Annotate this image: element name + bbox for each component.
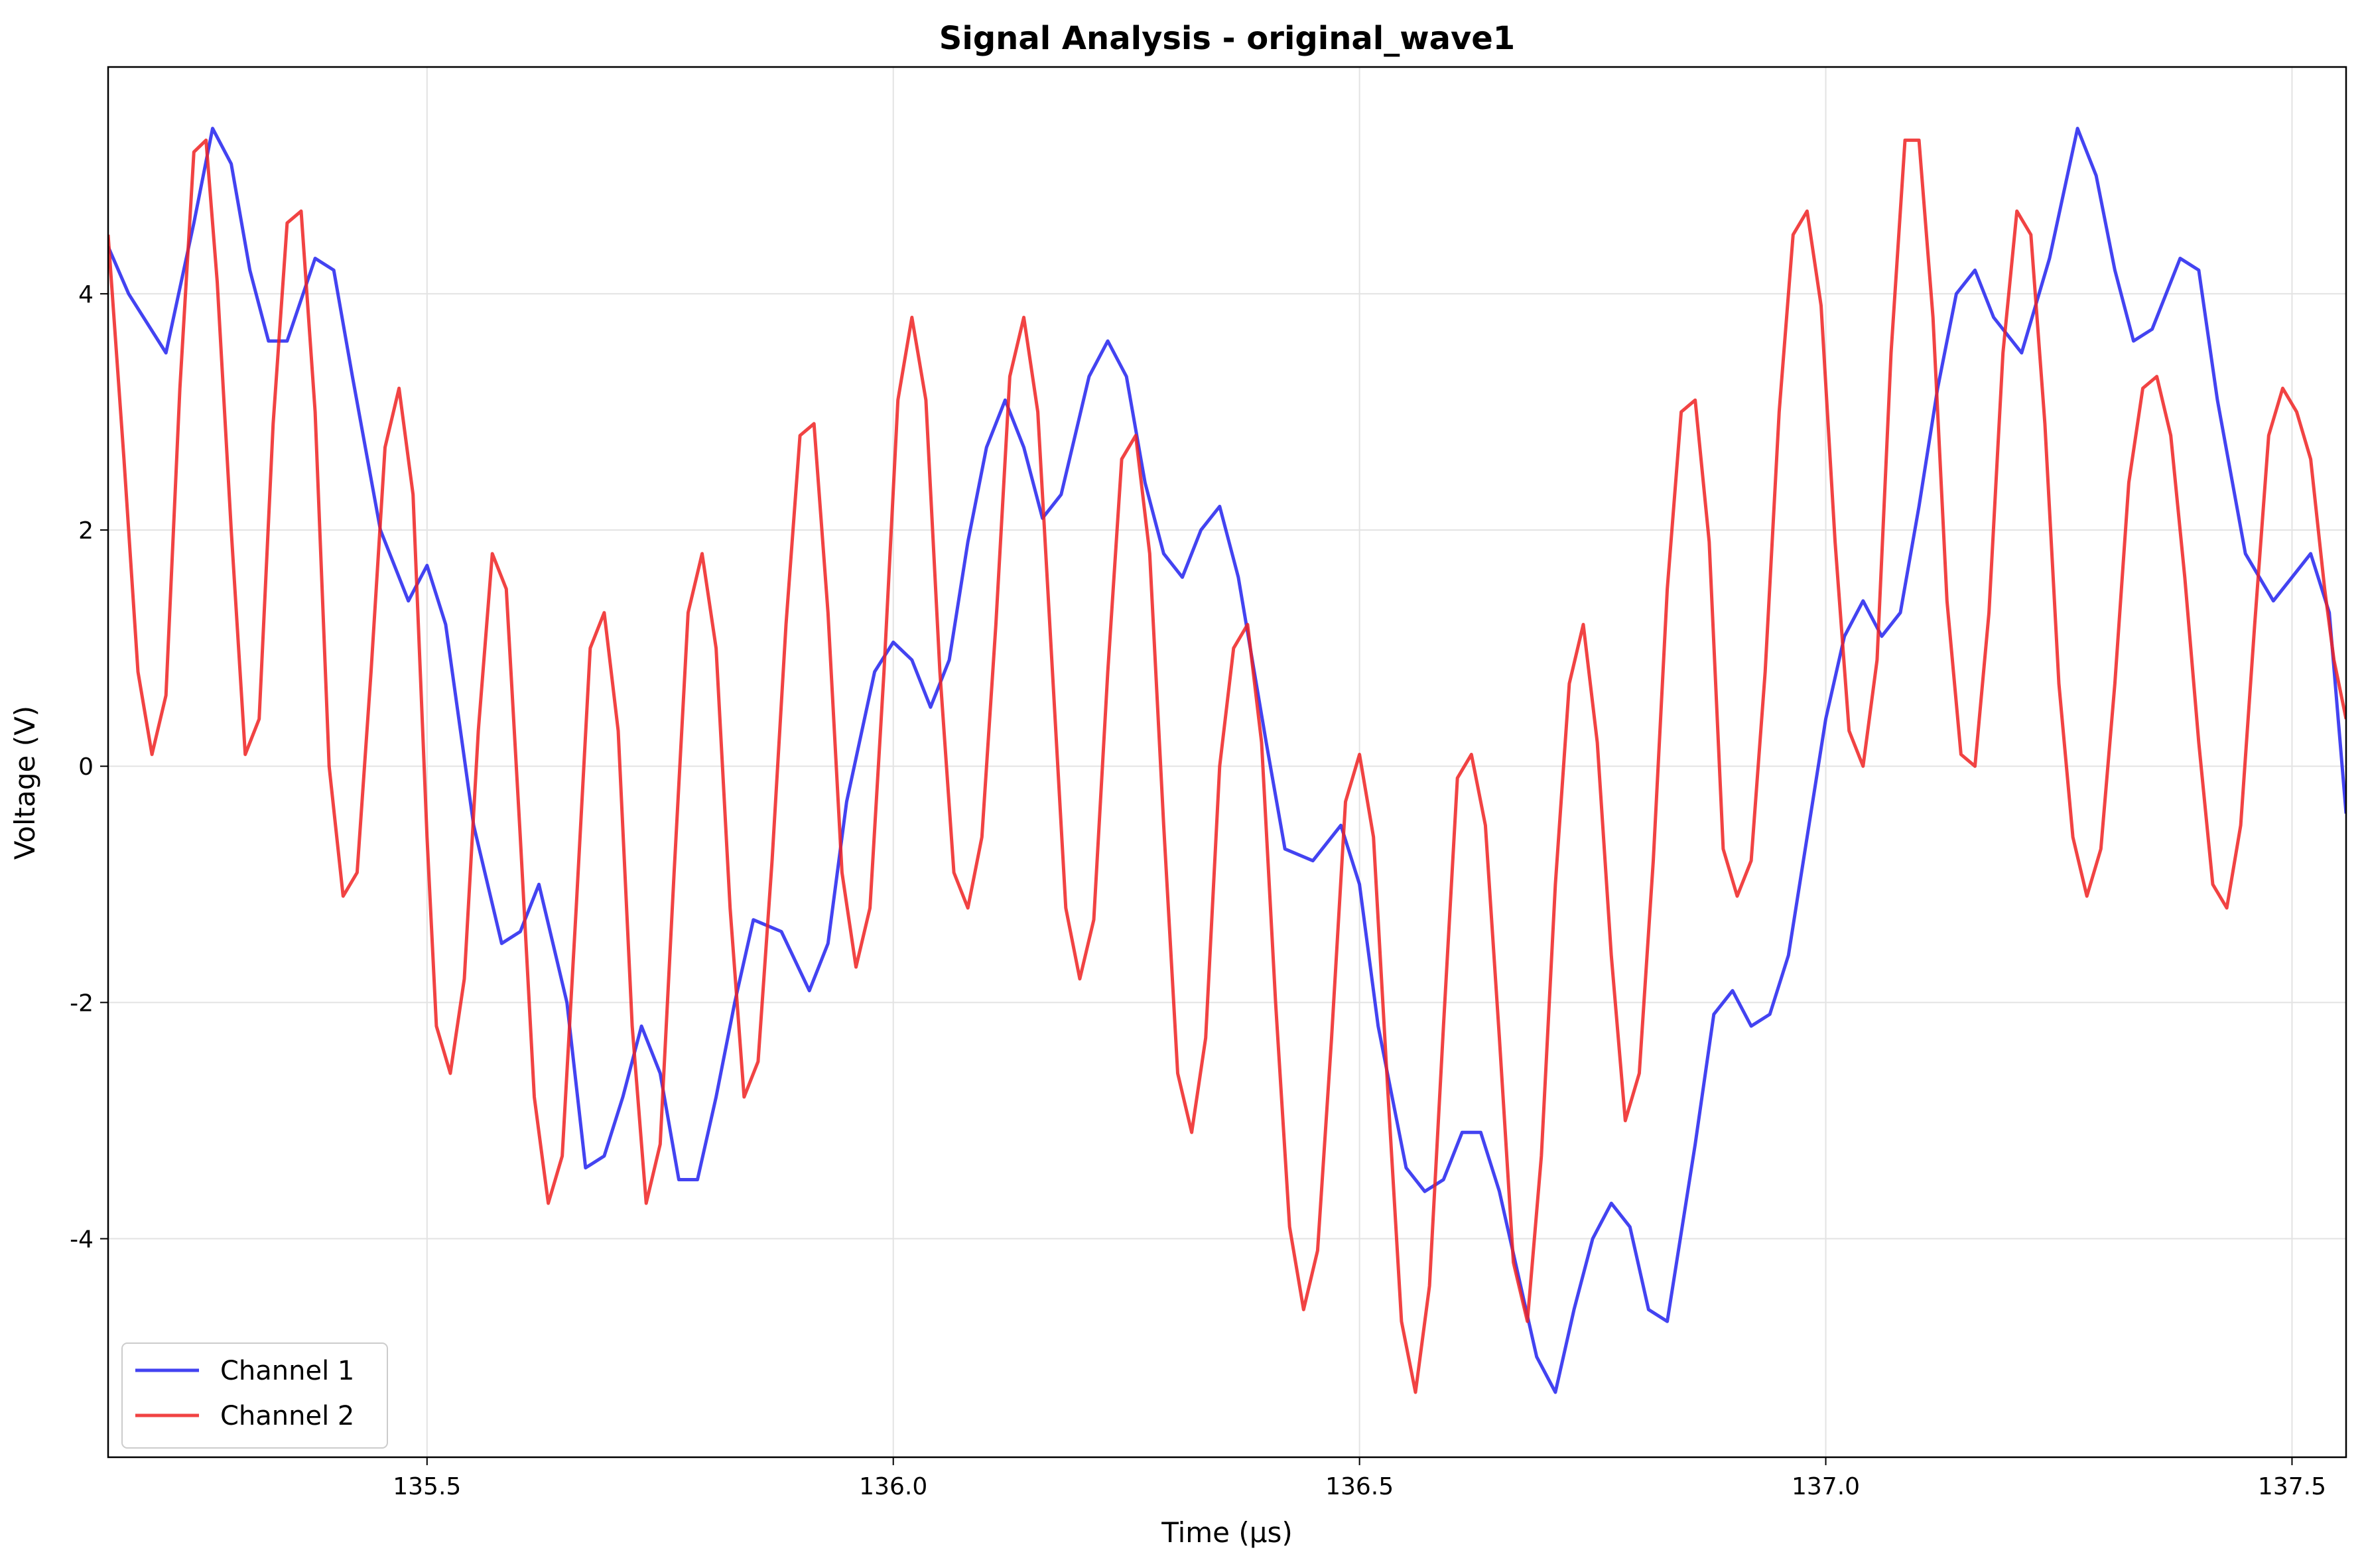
x-axis-label: Time (μs): [1161, 1516, 1293, 1549]
legend-label-channel-1: Channel 1: [220, 1356, 354, 1386]
x-tick-label: 137.0: [1792, 1473, 1860, 1500]
series-line-channel-1: [108, 127, 2346, 1394]
axis-ticks: 135.5 136.0 136.5 137.0 137.5 -4 -2 0 2 4: [70, 281, 2326, 1500]
x-tick-label: 137.5: [2258, 1473, 2326, 1500]
y-tick-label: -2: [70, 990, 94, 1017]
series-lines: [108, 127, 2346, 1394]
y-tick-label: 4: [78, 281, 94, 308]
chart-title: Signal Analysis - original_wave1: [939, 20, 1515, 57]
x-tick-label: 136.0: [859, 1473, 927, 1500]
legend-label-channel-2: Channel 2: [220, 1401, 354, 1431]
y-tick-label: 0: [78, 753, 94, 781]
y-tick-label: -4: [70, 1226, 94, 1254]
y-axis-label: Voltage (V): [9, 706, 41, 860]
x-tick-label: 136.5: [1325, 1473, 1394, 1500]
legend: Channel 1 Channel 2: [121, 1342, 388, 1449]
series-line-channel-2: [108, 138, 2346, 1394]
plot-area-frame: [107, 66, 2347, 1459]
y-tick-label: 2: [78, 517, 94, 545]
x-tick-label: 135.5: [393, 1473, 461, 1500]
